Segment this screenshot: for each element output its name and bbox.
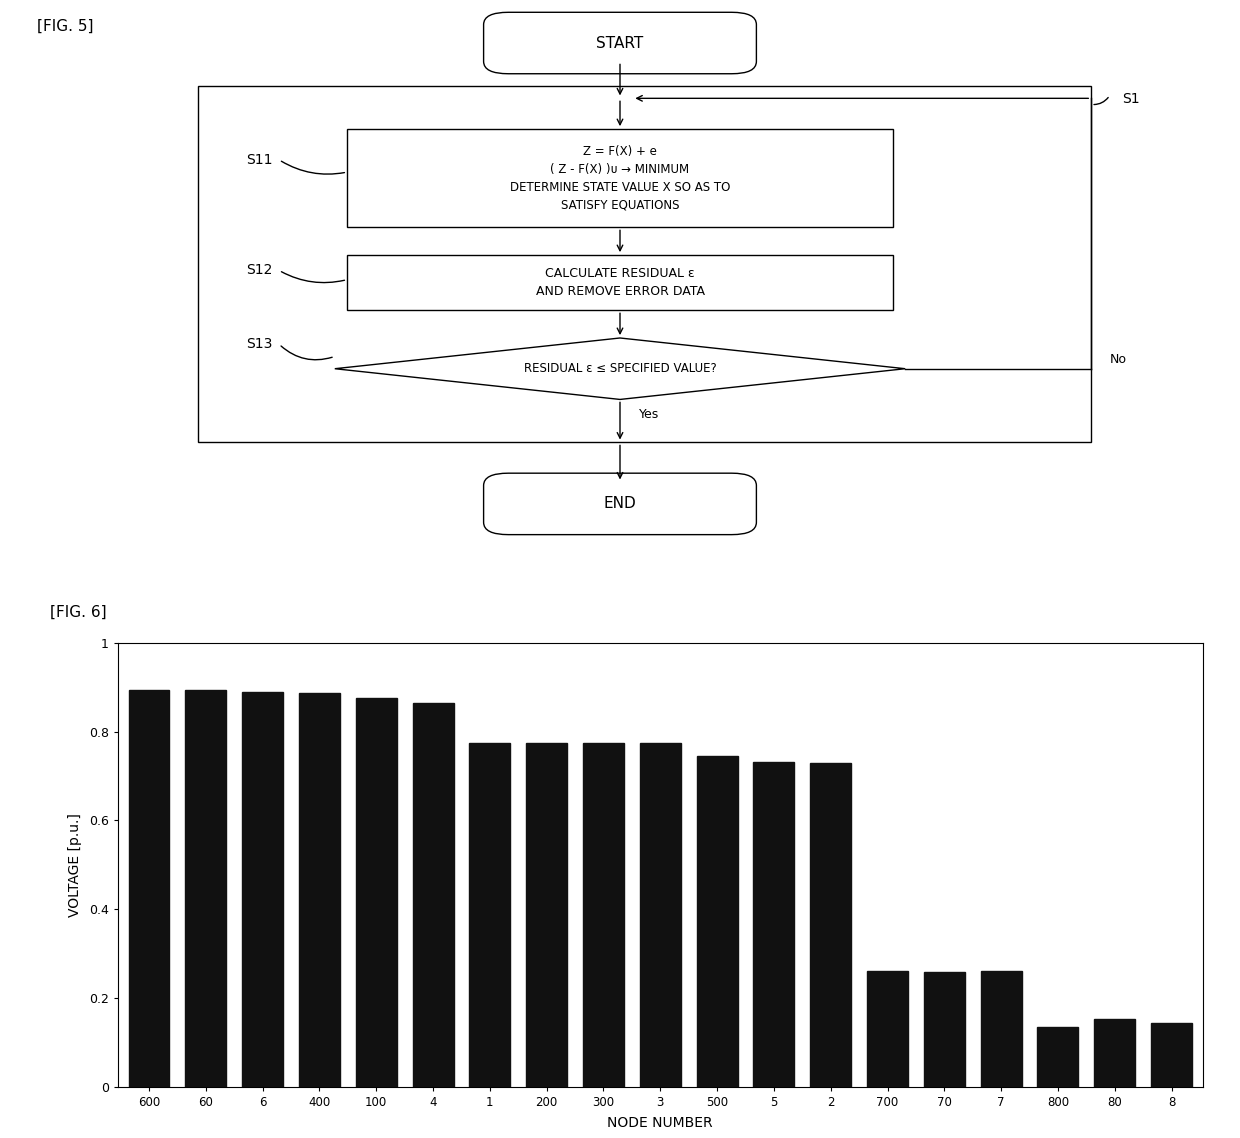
Text: S1: S1 — [1122, 92, 1140, 106]
Bar — [470, 743, 511, 1087]
Bar — [1094, 1020, 1135, 1087]
Text: START: START — [596, 35, 644, 50]
Bar — [1151, 1023, 1192, 1087]
X-axis label: NODE NUMBER: NODE NUMBER — [608, 1115, 713, 1130]
Bar — [198, 86, 1091, 443]
FancyBboxPatch shape — [484, 13, 756, 74]
Bar — [242, 692, 283, 1087]
Text: S12: S12 — [247, 263, 273, 278]
Bar — [356, 698, 397, 1087]
Bar — [526, 743, 567, 1087]
Polygon shape — [335, 338, 905, 399]
FancyBboxPatch shape — [484, 473, 756, 535]
Bar — [129, 690, 170, 1087]
Bar — [347, 129, 893, 228]
Bar — [299, 693, 340, 1087]
Text: No: No — [1110, 353, 1127, 366]
Text: S13: S13 — [247, 337, 273, 352]
Text: RESIDUAL ε ≤ SPECIFIED VALUE?: RESIDUAL ε ≤ SPECIFIED VALUE? — [523, 362, 717, 376]
Bar — [186, 690, 226, 1087]
Bar — [867, 971, 908, 1087]
Bar — [640, 743, 681, 1087]
Text: [FIG. 6]: [FIG. 6] — [50, 605, 107, 620]
Text: END: END — [604, 496, 636, 511]
Bar — [583, 743, 624, 1087]
Bar — [697, 756, 738, 1087]
Bar — [347, 255, 893, 311]
Text: Z = F(X) + e
( Z - F(X) )ᴜ → MINIMUM
DETERMINE STATE VALUE X SO AS TO
SATISFY EQ: Z = F(X) + e ( Z - F(X) )ᴜ → MINIMUM DET… — [510, 145, 730, 212]
Bar — [754, 762, 795, 1087]
Text: [FIG. 5]: [FIG. 5] — [37, 18, 94, 33]
Bar — [924, 972, 965, 1087]
Y-axis label: VOLTAGE [p.u.]: VOLTAGE [p.u.] — [68, 813, 82, 917]
Bar — [981, 971, 1022, 1087]
Text: S11: S11 — [247, 152, 273, 167]
Bar — [810, 762, 851, 1087]
Text: CALCULATE RESIDUAL ε
AND REMOVE ERROR DATA: CALCULATE RESIDUAL ε AND REMOVE ERROR DA… — [536, 267, 704, 298]
Bar — [413, 703, 454, 1087]
Bar — [1038, 1026, 1079, 1087]
Text: Yes: Yes — [639, 409, 658, 421]
